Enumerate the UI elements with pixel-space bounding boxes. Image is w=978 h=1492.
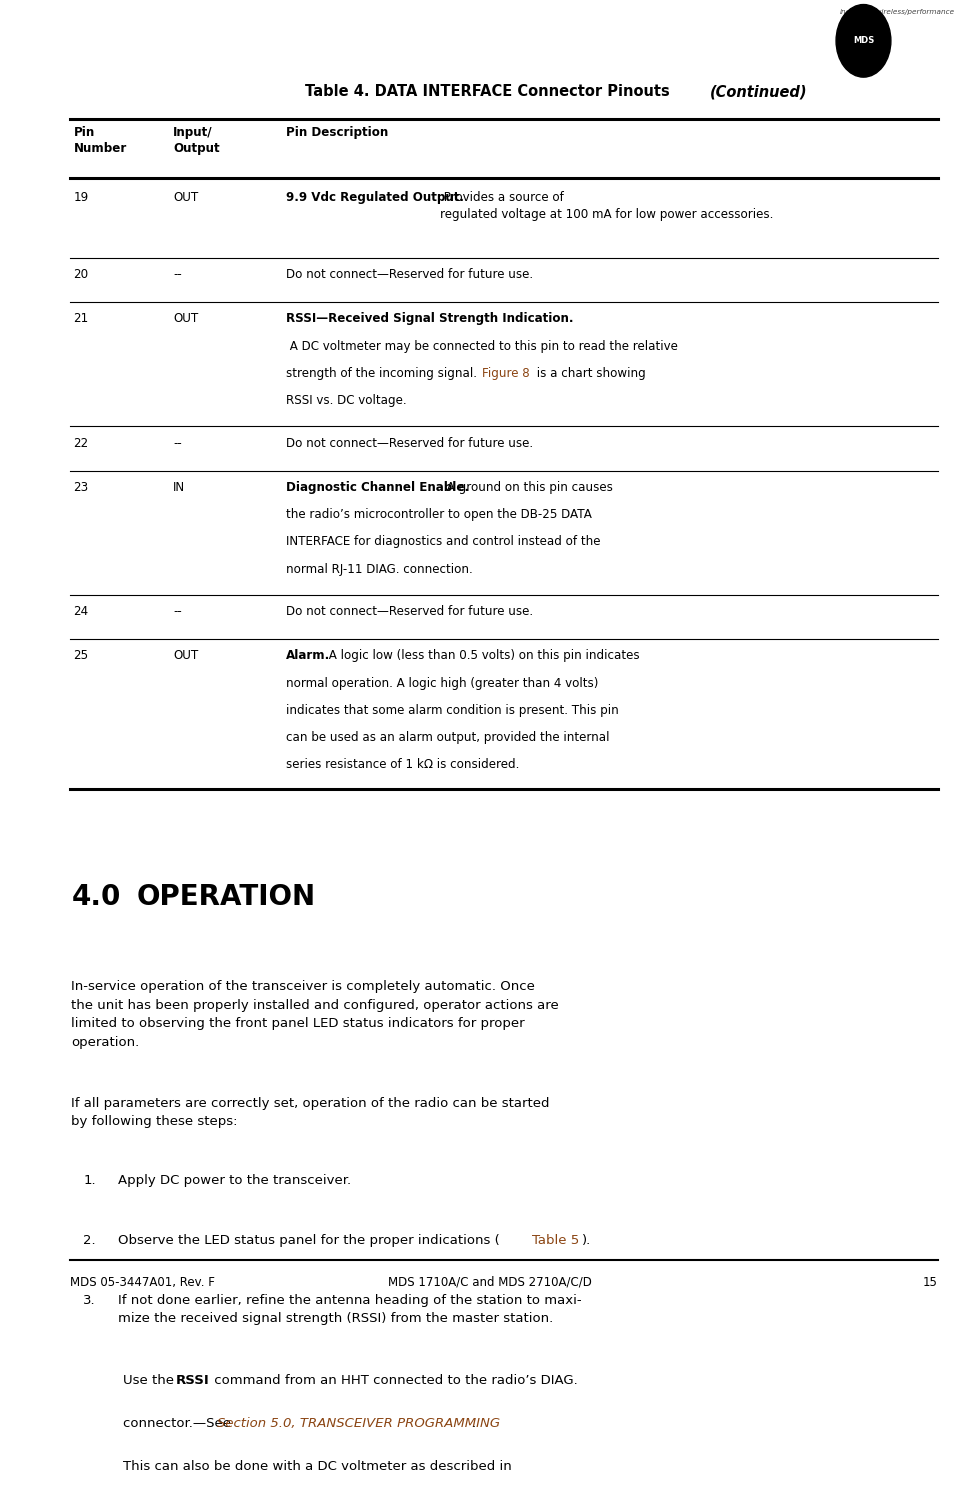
Text: Do not connect—Reserved for future use.: Do not connect—Reserved for future use. [286,606,532,618]
Text: 21: 21 [73,312,89,325]
Text: OUT: OUT [173,649,199,662]
Text: 9.9 Vdc Regulated Output.: 9.9 Vdc Regulated Output. [286,191,464,203]
Text: Section 5.0, TRANSCEIVER PROGRAMMING: Section 5.0, TRANSCEIVER PROGRAMMING [217,1417,500,1429]
Text: If all parameters are correctly set, operation of the radio can be started
by fo: If all parameters are correctly set, ope… [71,1097,550,1128]
Text: 3.: 3. [83,1294,96,1307]
Text: 24: 24 [73,606,88,618]
Text: OUT: OUT [173,191,199,203]
Text: can be used as an alarm output, provided the internal: can be used as an alarm output, provided… [286,731,608,745]
Text: the radio’s microcontroller to open the DB-25 DATA: the radio’s microcontroller to open the … [286,509,591,521]
Text: .: . [471,1417,475,1429]
Text: Alarm.: Alarm. [286,649,330,662]
Text: Figure 8: Figure 8 [481,367,529,380]
Text: RSSI vs. DC voltage.: RSSI vs. DC voltage. [286,394,406,407]
Text: normal operation. A logic high (greater than 4 volts): normal operation. A logic high (greater … [286,677,598,689]
Text: Observe the LED status panel for the proper indications (: Observe the LED status panel for the pro… [118,1234,500,1247]
Text: 25: 25 [73,649,88,662]
Text: Table 4. DATA INTERFACE Connector Pinouts: Table 4. DATA INTERFACE Connector Pinout… [304,84,674,100]
Text: normal RJ-11 DIAG. connection.: normal RJ-11 DIAG. connection. [286,562,472,576]
Text: command from an HHT connected to the radio’s DIAG.: command from an HHT connected to the rad… [209,1374,577,1388]
Text: Diagnostic Channel Enable.: Diagnostic Channel Enable. [286,480,468,494]
Text: connector.—See: connector.—See [123,1417,236,1429]
Text: Apply DC power to the transceiver.: Apply DC power to the transceiver. [118,1174,351,1188]
Text: series resistance of 1 kΩ is considered.: series resistance of 1 kΩ is considered. [286,758,518,771]
Text: IN: IN [173,480,185,494]
Circle shape [835,4,890,78]
Text: --: -- [173,606,182,618]
Text: MDS 1710A/C and MDS 2710A/C/D: MDS 1710A/C and MDS 2710A/C/D [387,1276,591,1289]
Text: A ground on this pin causes: A ground on this pin causes [442,480,612,494]
Text: strength of the incoming signal.: strength of the incoming signal. [286,367,480,380]
Text: RSSI—Received Signal Strength Indication.: RSSI—Received Signal Strength Indication… [286,312,573,325]
Text: ).: ). [581,1234,590,1247]
Text: Pin
Number: Pin Number [73,125,126,155]
Text: OPERATION: OPERATION [137,883,316,910]
Text: 23: 23 [73,480,89,494]
Text: In-service operation of the transceiver is completely automatic. Once
the unit h: In-service operation of the transceiver … [71,980,558,1049]
Text: (Continued): (Continued) [710,84,807,100]
Text: --: -- [173,269,182,282]
Text: MDS 05-3447A01, Rev. F: MDS 05-3447A01, Rev. F [70,1276,215,1289]
Text: indicates that some alarm condition is present. This pin: indicates that some alarm condition is p… [286,704,618,718]
Text: This can also be done with a DC voltmeter as described in: This can also be done with a DC voltmete… [123,1459,511,1473]
Text: 1.: 1. [83,1174,96,1188]
Text: 19: 19 [73,191,89,203]
Text: RSSI: RSSI [176,1374,209,1388]
Text: 15: 15 [922,1276,937,1289]
Text: 20: 20 [73,269,88,282]
Text: 22: 22 [73,437,89,451]
Text: MDS: MDS [852,36,873,45]
Text: Do not connect—Reserved for future use.: Do not connect—Reserved for future use. [286,437,532,451]
Text: Use the: Use the [123,1374,178,1388]
Text: is a chart showing: is a chart showing [532,367,645,380]
Text: industrial/wireless/performance: industrial/wireless/performance [838,9,954,15]
Text: --: -- [173,437,182,451]
Text: A logic low (less than 0.5 volts) on this pin indicates: A logic low (less than 0.5 volts) on thi… [325,649,639,662]
Text: Provides a source of
regulated voltage at 100 mA for low power accessories.: Provides a source of regulated voltage a… [439,191,773,221]
Text: Pin Description: Pin Description [286,125,387,139]
Text: INTERFACE for diagnostics and control instead of the: INTERFACE for diagnostics and control in… [286,536,600,549]
Text: Table 5: Table 5 [531,1234,578,1247]
Text: If not done earlier, refine the antenna heading of the station to maxi-
mize the: If not done earlier, refine the antenna … [118,1294,582,1325]
Text: 2.: 2. [83,1234,96,1247]
Text: 4.0: 4.0 [71,883,120,910]
Text: A DC voltmeter may be connected to this pin to read the relative: A DC voltmeter may be connected to this … [286,340,677,352]
Text: OUT: OUT [173,312,199,325]
Text: Do not connect—Reserved for future use.: Do not connect—Reserved for future use. [286,269,532,282]
Text: Input/
Output: Input/ Output [173,125,220,155]
